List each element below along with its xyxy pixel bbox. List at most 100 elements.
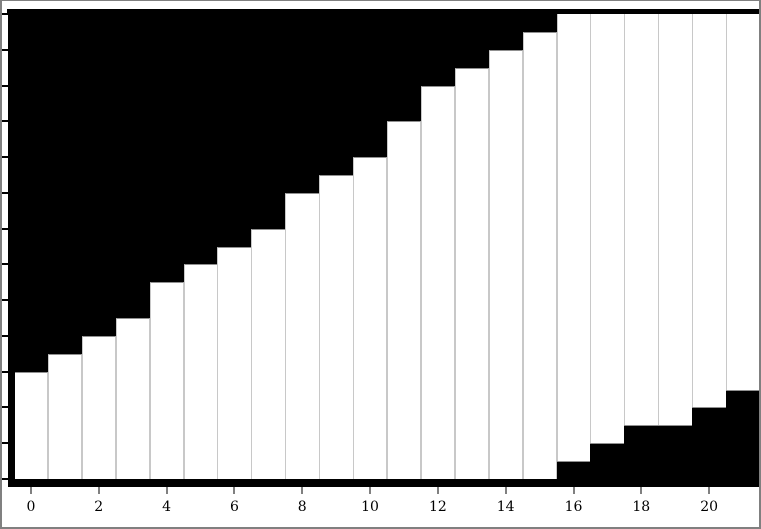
- bar-column: [624, 14, 659, 479]
- y-tick-mark: [0, 370, 8, 373]
- white-band-segment: [556, 14, 591, 462]
- upper-black-segment: [115, 14, 151, 319]
- lower-black-segment: [726, 389, 761, 479]
- white-band-segment: [14, 371, 49, 479]
- white-band-segment: [319, 174, 354, 479]
- upper-black-segment: [183, 14, 218, 265]
- bar-column: [285, 14, 320, 479]
- x-tick-label: 8: [297, 499, 307, 515]
- bar-column: [522, 14, 558, 479]
- plot-area: [14, 14, 761, 479]
- bar-column: [81, 14, 117, 479]
- upper-black-segment: [353, 14, 388, 158]
- window-border-right: [759, 0, 761, 529]
- y-tick-mark: [0, 478, 8, 480]
- y-tick-mark: [0, 48, 8, 51]
- lower-black-segment: [658, 425, 693, 479]
- y-tick-mark: [0, 84, 8, 87]
- x-tick-mark: [233, 487, 236, 494]
- upper-black-segment: [47, 14, 83, 354]
- x-tick-label: 16: [564, 499, 583, 515]
- white-band-segment: [251, 228, 286, 479]
- upper-black-segment: [81, 14, 117, 336]
- upper-black-segment: [454, 14, 490, 68]
- y-tick-mark: [0, 406, 8, 409]
- white-band-segment: [454, 67, 490, 479]
- bar-column: [387, 14, 422, 479]
- white-band-segment: [183, 264, 218, 479]
- lower-black-segment: [692, 407, 727, 479]
- window-border-left: [0, 0, 2, 529]
- x-tick-mark: [165, 487, 168, 494]
- y-tick-mark: [0, 191, 8, 194]
- upper-black-segment: [217, 14, 252, 247]
- bar-column: [556, 14, 591, 479]
- white-band-segment: [353, 157, 388, 479]
- x-tick-label: 18: [632, 499, 651, 515]
- x-tick-label: 10: [361, 499, 379, 515]
- white-band-segment: [81, 335, 117, 479]
- y-tick-mark: [0, 13, 8, 15]
- upper-black-segment: [149, 14, 185, 283]
- bar-column: [692, 14, 727, 479]
- window-border-top: [0, 0, 761, 1]
- upper-black-segment: [251, 14, 286, 229]
- white-band-segment: [590, 14, 625, 444]
- y-tick-mark: [0, 442, 8, 445]
- bar-column: [353, 14, 388, 479]
- x-tick-label: 6: [229, 499, 239, 515]
- y-tick-mark: [0, 299, 8, 302]
- white-band-segment: [624, 14, 659, 426]
- x-tick-mark: [572, 487, 575, 494]
- x-tick-mark: [97, 487, 100, 494]
- bar-column: [319, 14, 354, 479]
- bar-column: [726, 14, 761, 479]
- white-band-segment: [726, 14, 761, 390]
- upper-black-segment: [420, 14, 456, 86]
- bar-column: [251, 14, 286, 479]
- white-band-segment: [149, 282, 185, 479]
- white-band-segment: [217, 246, 252, 479]
- upper-black-segment: [14, 14, 49, 372]
- bar-column: [183, 14, 218, 479]
- x-tick-label: 2: [94, 499, 104, 515]
- x-tick-label: 4: [162, 499, 172, 515]
- upper-black-segment: [319, 14, 354, 175]
- x-tick-mark: [436, 487, 439, 494]
- x-tick-mark: [301, 487, 304, 494]
- white-band-segment: [420, 85, 456, 479]
- x-tick-label: 0: [26, 499, 36, 515]
- bar-column: [454, 14, 490, 479]
- bar-column: [14, 14, 49, 479]
- bar-column: [488, 14, 524, 479]
- bar-column: [658, 14, 693, 479]
- y-axis-line: [8, 9, 15, 487]
- bar-column: [47, 14, 83, 479]
- window-border-bottom: [0, 527, 761, 529]
- x-tick-label: 12: [428, 499, 447, 515]
- upper-black-segment: [488, 14, 524, 50]
- lower-black-segment: [624, 425, 659, 479]
- bar-column: [149, 14, 185, 479]
- bar-column: [217, 14, 252, 479]
- x-tick-label: 14: [496, 499, 515, 515]
- white-band-segment: [692, 14, 727, 408]
- x-tick-mark: [369, 487, 372, 494]
- x-tick-mark: [29, 487, 32, 494]
- white-band-segment: [488, 49, 524, 479]
- y-tick-mark: [0, 334, 8, 337]
- white-band-segment: [522, 31, 558, 479]
- bar-column: [590, 14, 625, 479]
- upper-black-segment: [387, 14, 422, 122]
- upper-black-segment: [522, 14, 558, 32]
- top-frame-line: [7, 9, 761, 14]
- x-tick-mark: [504, 487, 507, 494]
- white-band-segment: [285, 192, 320, 479]
- y-tick-mark: [0, 227, 8, 230]
- white-band-segment: [47, 353, 83, 479]
- bar-column: [115, 14, 151, 479]
- y-tick-mark: [0, 263, 8, 266]
- white-band-segment: [387, 121, 422, 479]
- white-band-segment: [115, 318, 151, 479]
